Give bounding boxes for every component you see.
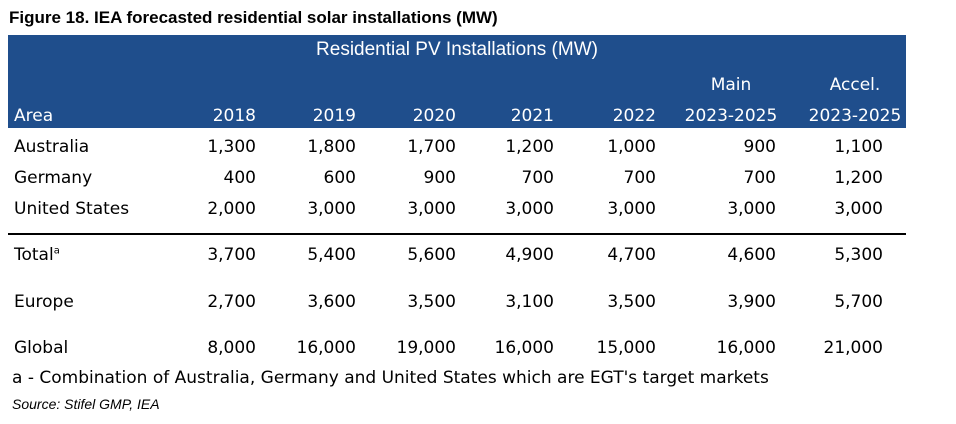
- table-banner: Residential PV Installations (MW): [316, 39, 598, 60]
- table-cell: 400: [223, 168, 256, 188]
- row-label-text: Total: [14, 245, 54, 265]
- table-cell: 16,000: [716, 338, 776, 358]
- col-header-2018: 2018: [212, 106, 256, 126]
- table-cell: 1,700: [407, 137, 456, 157]
- row-label: Global: [14, 338, 68, 358]
- row-label: Europe: [14, 292, 74, 312]
- row-label-text: Germany: [14, 168, 93, 188]
- footnote-marker: a: [53, 245, 60, 257]
- row-label: Germany: [14, 168, 92, 188]
- table-cell: 2,700: [207, 292, 256, 312]
- table-cell: 1,000: [607, 137, 656, 157]
- table-cell: 1,200: [834, 168, 883, 188]
- col-header-2022: 2022: [612, 106, 656, 126]
- table-cell: 5,600: [407, 245, 456, 265]
- table-cell: 3,000: [307, 199, 356, 219]
- table-cell: 15,000: [596, 338, 656, 358]
- row-label-text: Europe: [14, 292, 74, 312]
- col-header-2021: 2021: [510, 106, 554, 126]
- col-header-area: Area: [14, 106, 54, 126]
- table-cell: 3,500: [607, 292, 656, 312]
- col-header-2019: 2019: [312, 106, 356, 126]
- table-cell: 3,900: [727, 292, 776, 312]
- figure-title: Figure 18. IEA forecasted residential so…: [9, 8, 498, 27]
- row-label-text: Australia: [14, 137, 90, 157]
- table-cell: 5,400: [307, 245, 356, 265]
- table-cell: 3,000: [407, 199, 456, 219]
- table-cell: 900: [743, 137, 776, 157]
- table-cell: 2,000: [207, 199, 256, 219]
- table-cell: 3,500: [407, 292, 456, 312]
- total-divider: [8, 233, 906, 235]
- row-label: Totala: [14, 245, 60, 265]
- table-cell: 16,000: [296, 338, 356, 358]
- row-label: United States: [14, 199, 129, 219]
- table-cell: 3,100: [505, 292, 554, 312]
- row-label: Australia: [14, 137, 89, 157]
- footnote: a - Combination of Australia, Germany an…: [12, 368, 769, 388]
- table-cell: 3,600: [307, 292, 356, 312]
- col-header-2020: 2020: [412, 106, 456, 126]
- table-cell: 5,700: [834, 292, 883, 312]
- col-header-accel-years: 2023-2025: [808, 106, 902, 126]
- table-cell: 3,000: [727, 199, 776, 219]
- table-cell: 3,000: [505, 199, 554, 219]
- table-cell: 1,200: [505, 137, 554, 157]
- table-cell: 16,000: [494, 338, 554, 358]
- row-label-text: United States: [14, 199, 130, 219]
- source-note: Source: Stifel GMP, IEA: [12, 396, 160, 412]
- table-cell: 900: [423, 168, 456, 188]
- table-cell: 5,300: [834, 245, 883, 265]
- table-cell: 700: [743, 168, 776, 188]
- table-cell: 4,600: [727, 245, 776, 265]
- row-label-text: Global: [14, 338, 69, 358]
- table-cell: 4,900: [505, 245, 554, 265]
- table-cell: 21,000: [823, 338, 883, 358]
- table-cell: 3,700: [207, 245, 256, 265]
- col-header-main-years: 2023-2025: [684, 106, 778, 126]
- table-cell: 4,700: [607, 245, 656, 265]
- table-cell: 3,000: [607, 199, 656, 219]
- table-cell: 8,000: [207, 338, 256, 358]
- table-cell: 700: [623, 168, 656, 188]
- table-cell: 1,100: [834, 137, 883, 157]
- table-cell: 1,800: [307, 137, 356, 157]
- col-header-main-label: Main: [710, 75, 752, 95]
- table-cell: 1,300: [207, 137, 256, 157]
- table-cell: 3,000: [834, 199, 883, 219]
- table-cell: 600: [323, 168, 356, 188]
- table-cell: 700: [521, 168, 554, 188]
- col-header-accel-label: Accel.: [829, 75, 881, 95]
- table-header: Residential PV Installations (MW): [8, 35, 906, 128]
- table-cell: 19,000: [396, 338, 456, 358]
